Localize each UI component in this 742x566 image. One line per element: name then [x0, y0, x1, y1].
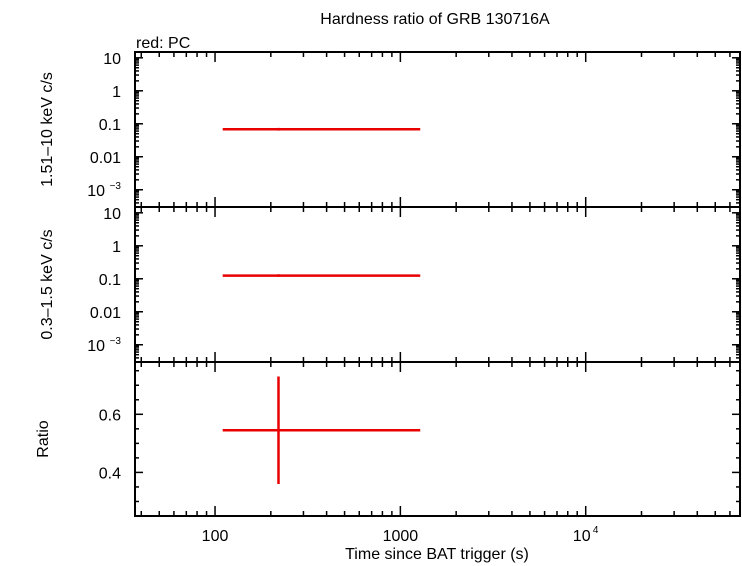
y-tick-label: 0.6 [99, 407, 121, 424]
panel-frame [134, 206, 741, 363]
y-tick-label: 0.01 [90, 150, 121, 167]
y-axis-label: Ratio [35, 420, 52, 457]
y-tick-label: 0.1 [99, 117, 121, 134]
y-tick-label-exponent: −3 [110, 336, 122, 347]
x-tick-label: 100 [202, 528, 229, 545]
y-tick-label: 1 [112, 239, 121, 256]
panel-ratio: 0.6 0.4 Ratio [35, 361, 741, 517]
legend-label: red: PC [136, 35, 190, 52]
panel-soft: 10 1 0.1 0.01 10 −3 0.3–1.5 keV c/s [39, 206, 741, 363]
y-tick-label: 0.4 [99, 465, 121, 482]
x-tick-label: 10 [573, 528, 591, 545]
y-tick-label: 10 [103, 206, 121, 223]
x-tick-label: 1000 [383, 528, 419, 545]
y-tick-label: 10 [87, 183, 105, 200]
y-axis-label: 0.3–1.5 keV c/s [39, 229, 56, 339]
x-tick-label-exponent: 4 [593, 525, 599, 536]
y-axis-label: 1.51–10 keV c/s [39, 72, 56, 187]
y-tick-label: 10 [87, 338, 105, 355]
y-tick-label: 0.1 [99, 272, 121, 289]
y-tick-label: 10 [103, 51, 121, 68]
chart-title: Hardness ratio of GRB 130716A [320, 11, 550, 28]
panel-hard: 10 1 0.1 0.01 10 −3 1.51–10 keV c/s [39, 51, 741, 208]
y-tick-label-exponent: −3 [110, 181, 122, 192]
y-tick-label: 0.01 [90, 305, 121, 322]
y-tick-label: 1 [112, 84, 121, 101]
x-axis-label: Time since BAT trigger (s) [345, 546, 529, 563]
panel-frame [134, 361, 741, 517]
